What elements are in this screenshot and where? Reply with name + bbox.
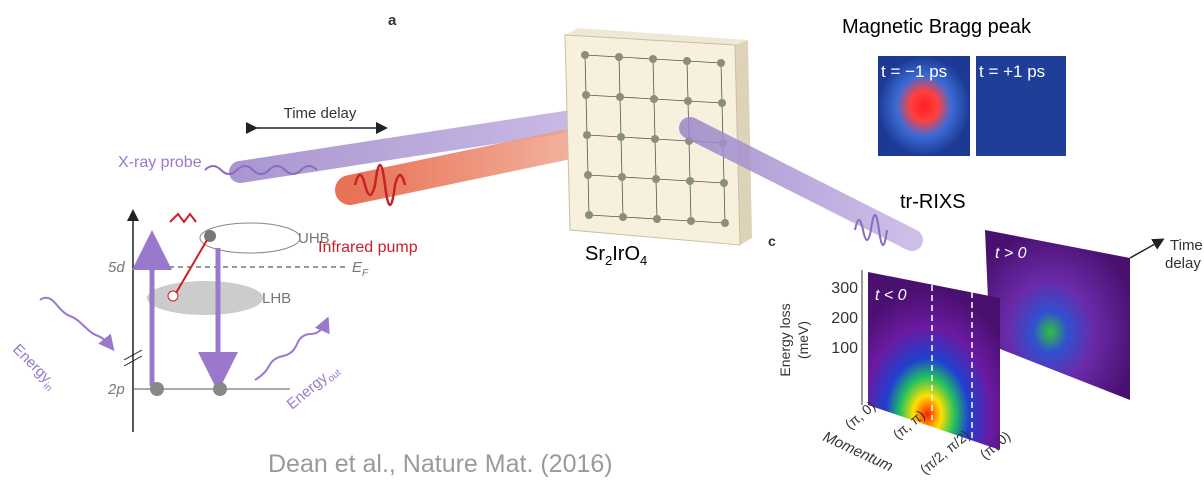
text-part: Sr [585, 243, 605, 265]
text-part: Energy [284, 369, 332, 413]
atom [651, 135, 659, 143]
panel-c-label: c [768, 233, 776, 249]
out-wave [255, 320, 327, 380]
label-5d: 5d [108, 259, 125, 276]
atom [684, 97, 692, 105]
atom [619, 213, 627, 221]
atom [618, 173, 626, 181]
text-part: Energy loss [777, 303, 793, 376]
text-part: F [362, 268, 369, 279]
momentum-title: Momentum [820, 428, 895, 475]
frame-label: t = −1 ps [881, 62, 947, 81]
text-part: 2 [605, 253, 612, 268]
atom [649, 55, 657, 63]
atom [585, 211, 593, 219]
energy-in: Energyin [7, 341, 60, 394]
core [150, 382, 164, 396]
atom [653, 215, 661, 223]
sample: Sr2IrO4 [585, 243, 647, 268]
y-tick-label: 200 [831, 310, 858, 327]
text-part: 4 [640, 253, 647, 268]
text-part: (meV) [795, 321, 811, 359]
atom [652, 175, 660, 183]
atom [583, 131, 591, 139]
fermi-label: EF [352, 259, 369, 279]
atom [650, 95, 658, 103]
y-tick-label: 100 [831, 340, 858, 357]
momentum-label: (π/2, π/2) [917, 427, 973, 478]
atom [615, 53, 623, 61]
xray-probe: X-ray probe [118, 154, 202, 171]
atom [581, 51, 589, 59]
citation: Dean et al., Nature Mat. (2016) [268, 450, 613, 478]
core [213, 382, 227, 396]
atom [584, 171, 592, 179]
tr-rixs: tr-RIXS [900, 191, 966, 213]
figure: Time delay X-ray probe Infrared pump a S… [0, 0, 1204, 491]
label-2p: 2p [107, 381, 125, 398]
time-axis [1130, 240, 1162, 258]
frame-label: t < 0 [875, 287, 907, 304]
y-tick-label: 300 [831, 280, 858, 297]
atom [720, 179, 728, 187]
in-wave [40, 298, 112, 348]
time-delay: Time delay [284, 105, 357, 122]
atom [616, 93, 624, 101]
atom [721, 219, 729, 227]
atom [683, 57, 691, 65]
frame-label: t > 0 [995, 245, 1027, 262]
energy-out: Energyout [284, 360, 344, 415]
bragg-title: Magnetic Bragg peak [842, 16, 1032, 38]
atom [686, 177, 694, 185]
atom [617, 133, 625, 141]
text-part: Time [1170, 237, 1203, 254]
lhb-label: LHB [262, 290, 291, 307]
text-part: delay [1165, 255, 1201, 272]
atom [582, 91, 590, 99]
panel-a-label: a [388, 12, 397, 29]
y-axis-title: Energy loss(meV) [777, 303, 811, 376]
lhb [147, 281, 263, 315]
atom [718, 99, 726, 107]
atom [717, 59, 725, 67]
text-part: IrO [612, 243, 640, 265]
frame-label: t = +1 ps [979, 62, 1045, 81]
infrared-pump: Infrared pump [318, 239, 418, 256]
uhb-label: UHB [298, 230, 330, 247]
pump-squiggle [170, 214, 196, 222]
atom [687, 217, 695, 225]
